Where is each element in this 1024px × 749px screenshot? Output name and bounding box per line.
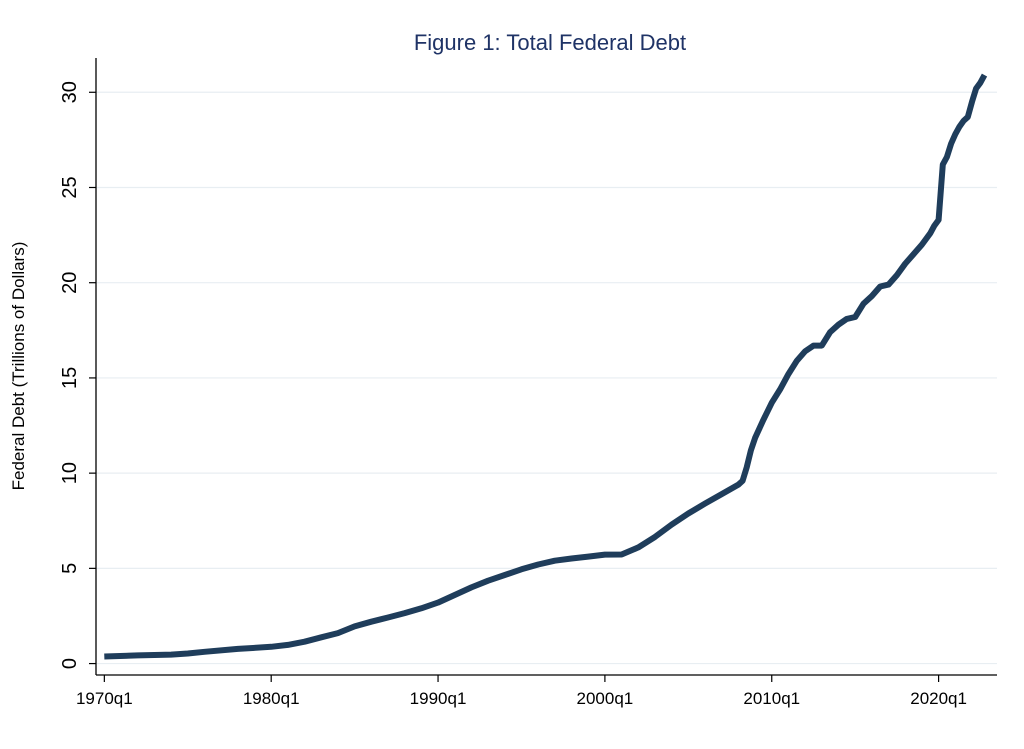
gridlines [96,91,997,665]
x-tick-label-1970q1: 1970q1 [76,689,133,708]
x-tick-label-2010q1: 2010q1 [743,689,800,708]
x-tick-label-1990q1: 1990q1 [410,689,467,708]
y-tick-label-25: 25 [59,176,81,198]
y-tick-label-5: 5 [59,563,81,574]
x-axis-ticks: 1970q1 1980q1 1990q1 2000q1 2010q1 2020q1 [76,675,967,708]
plot-area [104,73,988,660]
y-tick-label-0: 0 [59,658,81,669]
x-tick-label-1980q1: 1980q1 [243,689,300,708]
y-tick-label-20: 20 [59,272,81,294]
axes [95,58,997,676]
y-tick-label-30: 30 [59,81,81,103]
y-tick-label-15: 15 [59,367,81,389]
chart-title: Figure 1: Total Federal Debt [414,30,686,55]
y-axis-ticks: 0 5 10 15 20 25 30 [59,81,96,669]
series-line-0 [104,73,988,660]
x-tick-label-2020q1: 2020q1 [910,689,967,708]
y-axis-label: Federal Debt (Trillions of Dollars) [9,242,28,491]
x-tick-label-2000q1: 2000q1 [577,689,634,708]
y-tick-label-10: 10 [59,462,81,484]
